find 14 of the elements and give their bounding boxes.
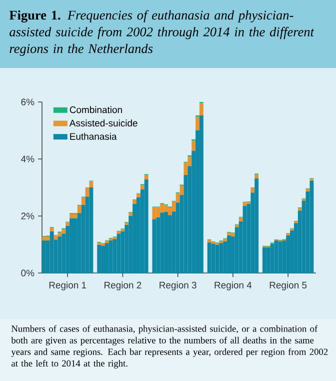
y-tick-label: 2% <box>21 212 34 220</box>
legend-label: Combination <box>70 106 122 114</box>
text: Numbers of cases of euthanasia, physician-assisted suicide, or a combination of both are given as percentages relative to the numbers of all deaths in the same years and same regions. Each bar represents a year, ordered per region from 2002 at the left to 2014 at the right. <box>11 325 328 368</box>
y-tick-label: 0% <box>21 270 34 276</box>
legend-label: Euthanasia <box>70 132 117 140</box>
x-tick-label: Region 5 <box>270 282 307 290</box>
chart-title: Figure 1. Frequencies of euthanasia and physician-assisted suicide from 2002 through 2014 in the different regions in the Netherlands <box>9 10 314 56</box>
x-tick-label: Region 4 <box>214 282 252 290</box>
x-tick-label: Region 2 <box>104 282 142 290</box>
y-tick-label: 4% <box>21 156 34 162</box>
x-tick-label: Region 1 <box>49 282 86 290</box>
y-tick-label: 6% <box>21 98 34 106</box>
x-tick-label: Region 3 <box>160 282 196 290</box>
legend-label: Assisted-suicide <box>69 120 138 126</box>
